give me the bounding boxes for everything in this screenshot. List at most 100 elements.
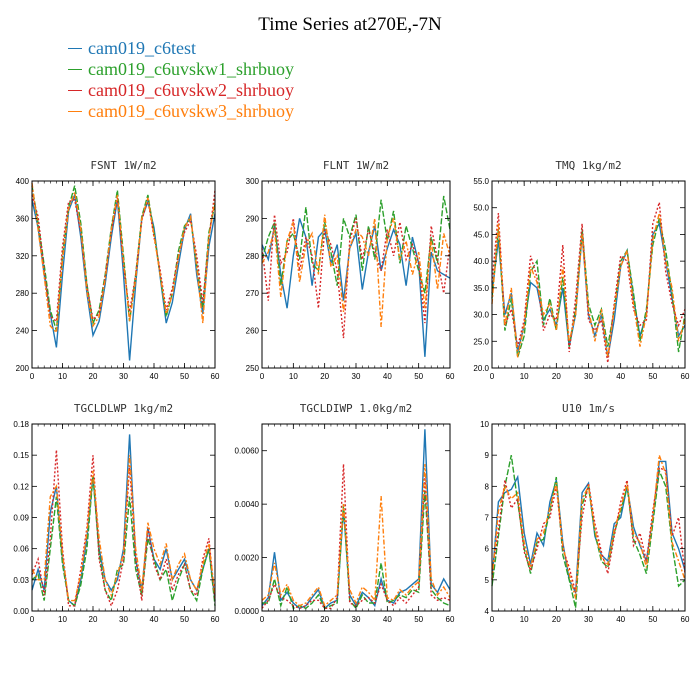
- x-tick-label: 30: [584, 615, 593, 624]
- series-line: [491, 454, 686, 599]
- y-tick-label: 40.0: [473, 257, 489, 266]
- y-tick-label: 300: [246, 177, 260, 186]
- y-tick-label: 320: [16, 252, 30, 261]
- x-tick-label: 40: [383, 372, 392, 381]
- legend-label: cam019_c6test: [88, 38, 196, 58]
- x-tick-label: 20: [552, 372, 561, 381]
- y-tick-label: 260: [246, 327, 260, 336]
- x-tick-label: 20: [320, 615, 329, 624]
- x-tick-label: 40: [616, 615, 625, 624]
- series-line: [491, 212, 686, 358]
- x-tick-label: 30: [119, 615, 128, 624]
- x-tick-label: 0: [30, 372, 35, 381]
- y-tick-label: 0.03: [13, 576, 29, 585]
- x-tick-label: 60: [446, 615, 455, 624]
- x-tick-label: 30: [352, 372, 361, 381]
- x-tick-label: 50: [180, 615, 189, 624]
- chart-panel: FLNT 1W/m2 0 10 20 30 40 50 60 250 260 270 280 290 30…: [246, 159, 455, 381]
- y-tick-label: 20.0: [473, 364, 489, 373]
- legend-item: cam019_c6test: [68, 38, 294, 59]
- x-tick-label: 0: [260, 615, 265, 624]
- series-line: [491, 221, 686, 358]
- legend-swatch: [68, 69, 82, 70]
- series-line: [261, 214, 451, 339]
- y-tick-label: 0.18: [13, 420, 29, 429]
- panel-title: TGCLDIWP 1.0kg/m2: [300, 402, 413, 415]
- x-tick-label: 60: [681, 615, 690, 624]
- panel-title: TGCLDLWP 1kg/m2: [74, 402, 173, 415]
- legend-label: cam019_c6uvskw3_shrbuoy: [88, 101, 294, 121]
- legend: cam019_c6test cam019_c6uvskw1_shrbuoy ca…: [68, 38, 294, 122]
- y-tick-label: 50.0: [473, 204, 489, 213]
- y-tick-label: 35.0: [473, 284, 489, 293]
- y-tick-label: 8: [485, 482, 490, 491]
- x-tick-label: 10: [289, 615, 298, 624]
- y-tick-label: 280: [246, 252, 260, 261]
- x-tick-label: 50: [648, 615, 657, 624]
- y-tick-label: 250: [246, 364, 260, 373]
- x-tick-label: 0: [490, 615, 495, 624]
- x-tick-label: 30: [352, 615, 361, 624]
- plot-frame: [491, 423, 686, 612]
- series-line: [491, 466, 686, 593]
- series-line: [31, 449, 216, 608]
- x-tick-label: 60: [211, 372, 220, 381]
- x-tick-label: 10: [58, 372, 67, 381]
- series-line: [491, 455, 686, 609]
- x-tick-label: 10: [520, 615, 529, 624]
- series-line: [261, 195, 451, 294]
- y-tick-label: 0.0060: [235, 447, 260, 456]
- series-line: [31, 185, 216, 331]
- y-tick-label: 4: [485, 607, 490, 616]
- x-tick-label: 0: [260, 372, 265, 381]
- x-tick-label: 60: [446, 372, 455, 381]
- y-tick-label: 0.09: [13, 514, 29, 523]
- legend-item: cam019_c6uvskw2_shrbuoy: [68, 80, 294, 101]
- y-tick-label: 6: [485, 545, 490, 554]
- y-tick-label: 290: [246, 214, 260, 223]
- y-tick-label: 30.0: [473, 311, 489, 320]
- y-tick-label: 280: [16, 289, 30, 298]
- panel-title: FLNT 1W/m2: [323, 159, 389, 172]
- y-tick-label: 0.15: [13, 451, 29, 460]
- x-tick-label: 30: [584, 372, 593, 381]
- x-tick-label: 50: [414, 372, 423, 381]
- x-tick-label: 0: [30, 615, 35, 624]
- panel-title: U10 1m/s: [562, 402, 615, 415]
- series-line: [31, 182, 216, 335]
- x-tick-label: 10: [58, 615, 67, 624]
- legend-swatch: [68, 90, 82, 91]
- chart-panel: FSNT 1W/m2 0 10 20 30 40 50 60 200 240 280 320 360 40…: [16, 159, 220, 381]
- chart-panel: TGCLDLWP 1kg/m2 0 10 20 30 40 50 60 0.00 0.03 0.06…: [13, 402, 220, 624]
- x-tick-label: 10: [520, 372, 529, 381]
- y-tick-label: 10: [480, 420, 489, 429]
- chart-panel: U10 1m/s 0 10 20 30 40 50 60 4 5 6 7 8 9 10: [480, 402, 690, 624]
- y-tick-label: 0.12: [13, 482, 29, 491]
- y-tick-label: 7: [485, 514, 490, 523]
- x-tick-label: 40: [616, 372, 625, 381]
- y-tick-label: 240: [16, 327, 30, 336]
- x-tick-label: 40: [150, 372, 159, 381]
- chart-panel: TGCLDIWP 1.0kg/m2 0 10 20 30 40 50 60 0.0000 0.00…: [235, 402, 455, 624]
- x-tick-label: 20: [89, 615, 98, 624]
- y-tick-label: 270: [246, 289, 260, 298]
- y-tick-label: 0.0000: [235, 607, 260, 616]
- x-tick-label: 20: [89, 372, 98, 381]
- y-tick-label: 0.0020: [235, 554, 260, 563]
- x-tick-label: 50: [180, 372, 189, 381]
- y-tick-label: 9: [485, 451, 490, 460]
- y-tick-label: 0.0040: [235, 500, 260, 509]
- y-tick-label: 55.0: [473, 177, 489, 186]
- x-tick-label: 40: [150, 615, 159, 624]
- x-tick-label: 10: [289, 372, 298, 381]
- y-tick-label: 400: [16, 177, 30, 186]
- legend-item: cam019_c6uvskw3_shrbuoy: [68, 101, 294, 122]
- x-tick-label: 0: [490, 372, 495, 381]
- series-line: [261, 464, 451, 607]
- panel-title: TMQ 1kg/m2: [555, 159, 621, 172]
- y-tick-label: 360: [16, 214, 30, 223]
- x-tick-label: 40: [383, 615, 392, 624]
- x-tick-label: 50: [414, 615, 423, 624]
- series-line: [31, 455, 216, 602]
